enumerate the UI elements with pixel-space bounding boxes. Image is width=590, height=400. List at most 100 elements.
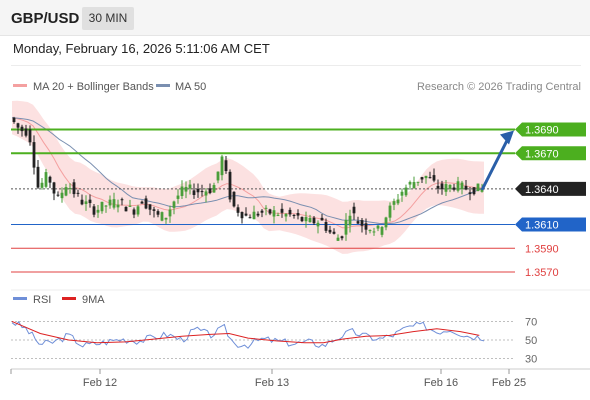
candle-body <box>268 209 272 214</box>
candle-body <box>96 209 100 213</box>
candle-body <box>24 128 28 136</box>
candle-body <box>136 206 140 215</box>
interval-button[interactable]: 30 MIN <box>82 7 134 30</box>
x-label-Feb-12: Feb 12 <box>83 377 117 389</box>
rsi-line <box>11 320 485 349</box>
level-tag-1.3670 <box>515 146 586 161</box>
candle-body <box>400 191 404 196</box>
candle-body <box>460 182 464 190</box>
rsi-ma-legend-swatch <box>62 297 76 300</box>
research-credit: Research © 2026 Trading Central <box>417 81 581 93</box>
projection-arrow-line <box>480 137 510 191</box>
level-label-1.3610: 1.3610 <box>525 220 559 232</box>
candle-body <box>280 208 284 213</box>
candle-body <box>424 175 428 179</box>
candle-body <box>80 199 84 205</box>
candle-body <box>32 142 36 168</box>
level-label-1.3670: 1.3670 <box>525 148 559 160</box>
candle-body <box>452 187 456 190</box>
candle-body <box>256 213 260 216</box>
candle-body <box>388 205 392 218</box>
candle-body <box>464 185 468 190</box>
candle-body <box>384 217 388 228</box>
level-tag-1.3610 <box>515 217 586 232</box>
candle-body <box>336 237 340 241</box>
candle-body <box>12 117 16 123</box>
rsi-ma-legend-label: 9MA <box>82 294 105 306</box>
candle-body <box>88 199 92 204</box>
bollinger-legend-swatch <box>13 84 27 87</box>
candle-body <box>172 201 176 208</box>
chart-header: GBP/USD 30 MIN <box>0 0 590 36</box>
candle-body <box>416 181 420 183</box>
candle-body <box>432 175 436 181</box>
candle-body <box>332 231 336 234</box>
candle-body <box>396 199 400 204</box>
x-label-Feb-25: Feb 25 <box>492 377 526 389</box>
candle-body <box>328 229 332 233</box>
candle-body <box>472 187 476 195</box>
x-label-Feb-13: Feb 13 <box>255 377 289 389</box>
candle-body <box>428 177 432 179</box>
candle-body <box>420 177 424 180</box>
candle-body <box>76 192 80 194</box>
candle-body <box>156 211 160 215</box>
candle-body <box>236 207 240 213</box>
candle-body <box>104 205 108 207</box>
chart-datetime: Monday, February 16, 2026 5:11:06 AM CET <box>13 41 270 56</box>
candle-body <box>316 222 320 227</box>
candle-body <box>212 185 216 193</box>
candle-body <box>392 201 396 205</box>
candle-body <box>20 126 24 132</box>
candle-body <box>372 231 376 233</box>
x-label-Feb-16: Feb 16 <box>424 377 458 389</box>
candle-body <box>296 213 300 216</box>
candle-body <box>380 226 384 235</box>
candle-body <box>480 188 484 192</box>
candle-body <box>204 191 208 196</box>
candle-body <box>224 160 228 172</box>
candle-body <box>304 217 308 222</box>
level-tag-1.3690 <box>515 122 586 137</box>
candle-body <box>448 184 452 189</box>
candle-body <box>184 186 188 192</box>
candle-body <box>132 209 136 215</box>
candle-body <box>144 198 148 209</box>
candle-body <box>56 194 60 196</box>
candle-body <box>456 181 460 191</box>
candle-body <box>244 213 248 216</box>
candle-body <box>72 182 76 195</box>
bollinger-legend-label: MA 20 + Bollinger Bands <box>33 81 154 93</box>
candle-body <box>200 191 204 193</box>
candle-body <box>368 230 372 232</box>
candle-body <box>140 201 144 204</box>
candle-body <box>36 166 40 188</box>
candle-body <box>116 204 120 208</box>
rsi-legend-label: RSI <box>33 294 51 306</box>
rsi-ma-line <box>11 320 480 344</box>
candle-body <box>180 186 184 197</box>
candle-body <box>284 213 288 217</box>
candle-body <box>160 212 164 221</box>
ma50-line <box>11 117 485 225</box>
ma20-line <box>11 117 485 229</box>
candle-body <box>300 217 304 222</box>
candle-body <box>272 210 276 217</box>
level-label-1.3640: 1.3640 <box>525 184 559 196</box>
ma50-legend-swatch <box>156 84 170 87</box>
candle-body <box>308 218 312 223</box>
ma50-legend-label: MA 50 <box>175 81 206 93</box>
candle-body <box>228 171 232 200</box>
candle-body <box>84 201 88 205</box>
candle-body <box>248 217 252 219</box>
candle-body <box>264 207 268 209</box>
candle-body <box>192 190 196 195</box>
candle-body <box>344 220 348 235</box>
candle-body <box>152 209 156 211</box>
candle-body <box>28 129 32 143</box>
candle-body <box>288 209 292 215</box>
candle-body <box>440 183 444 190</box>
candle-body <box>468 192 472 195</box>
candle-body <box>292 214 296 216</box>
